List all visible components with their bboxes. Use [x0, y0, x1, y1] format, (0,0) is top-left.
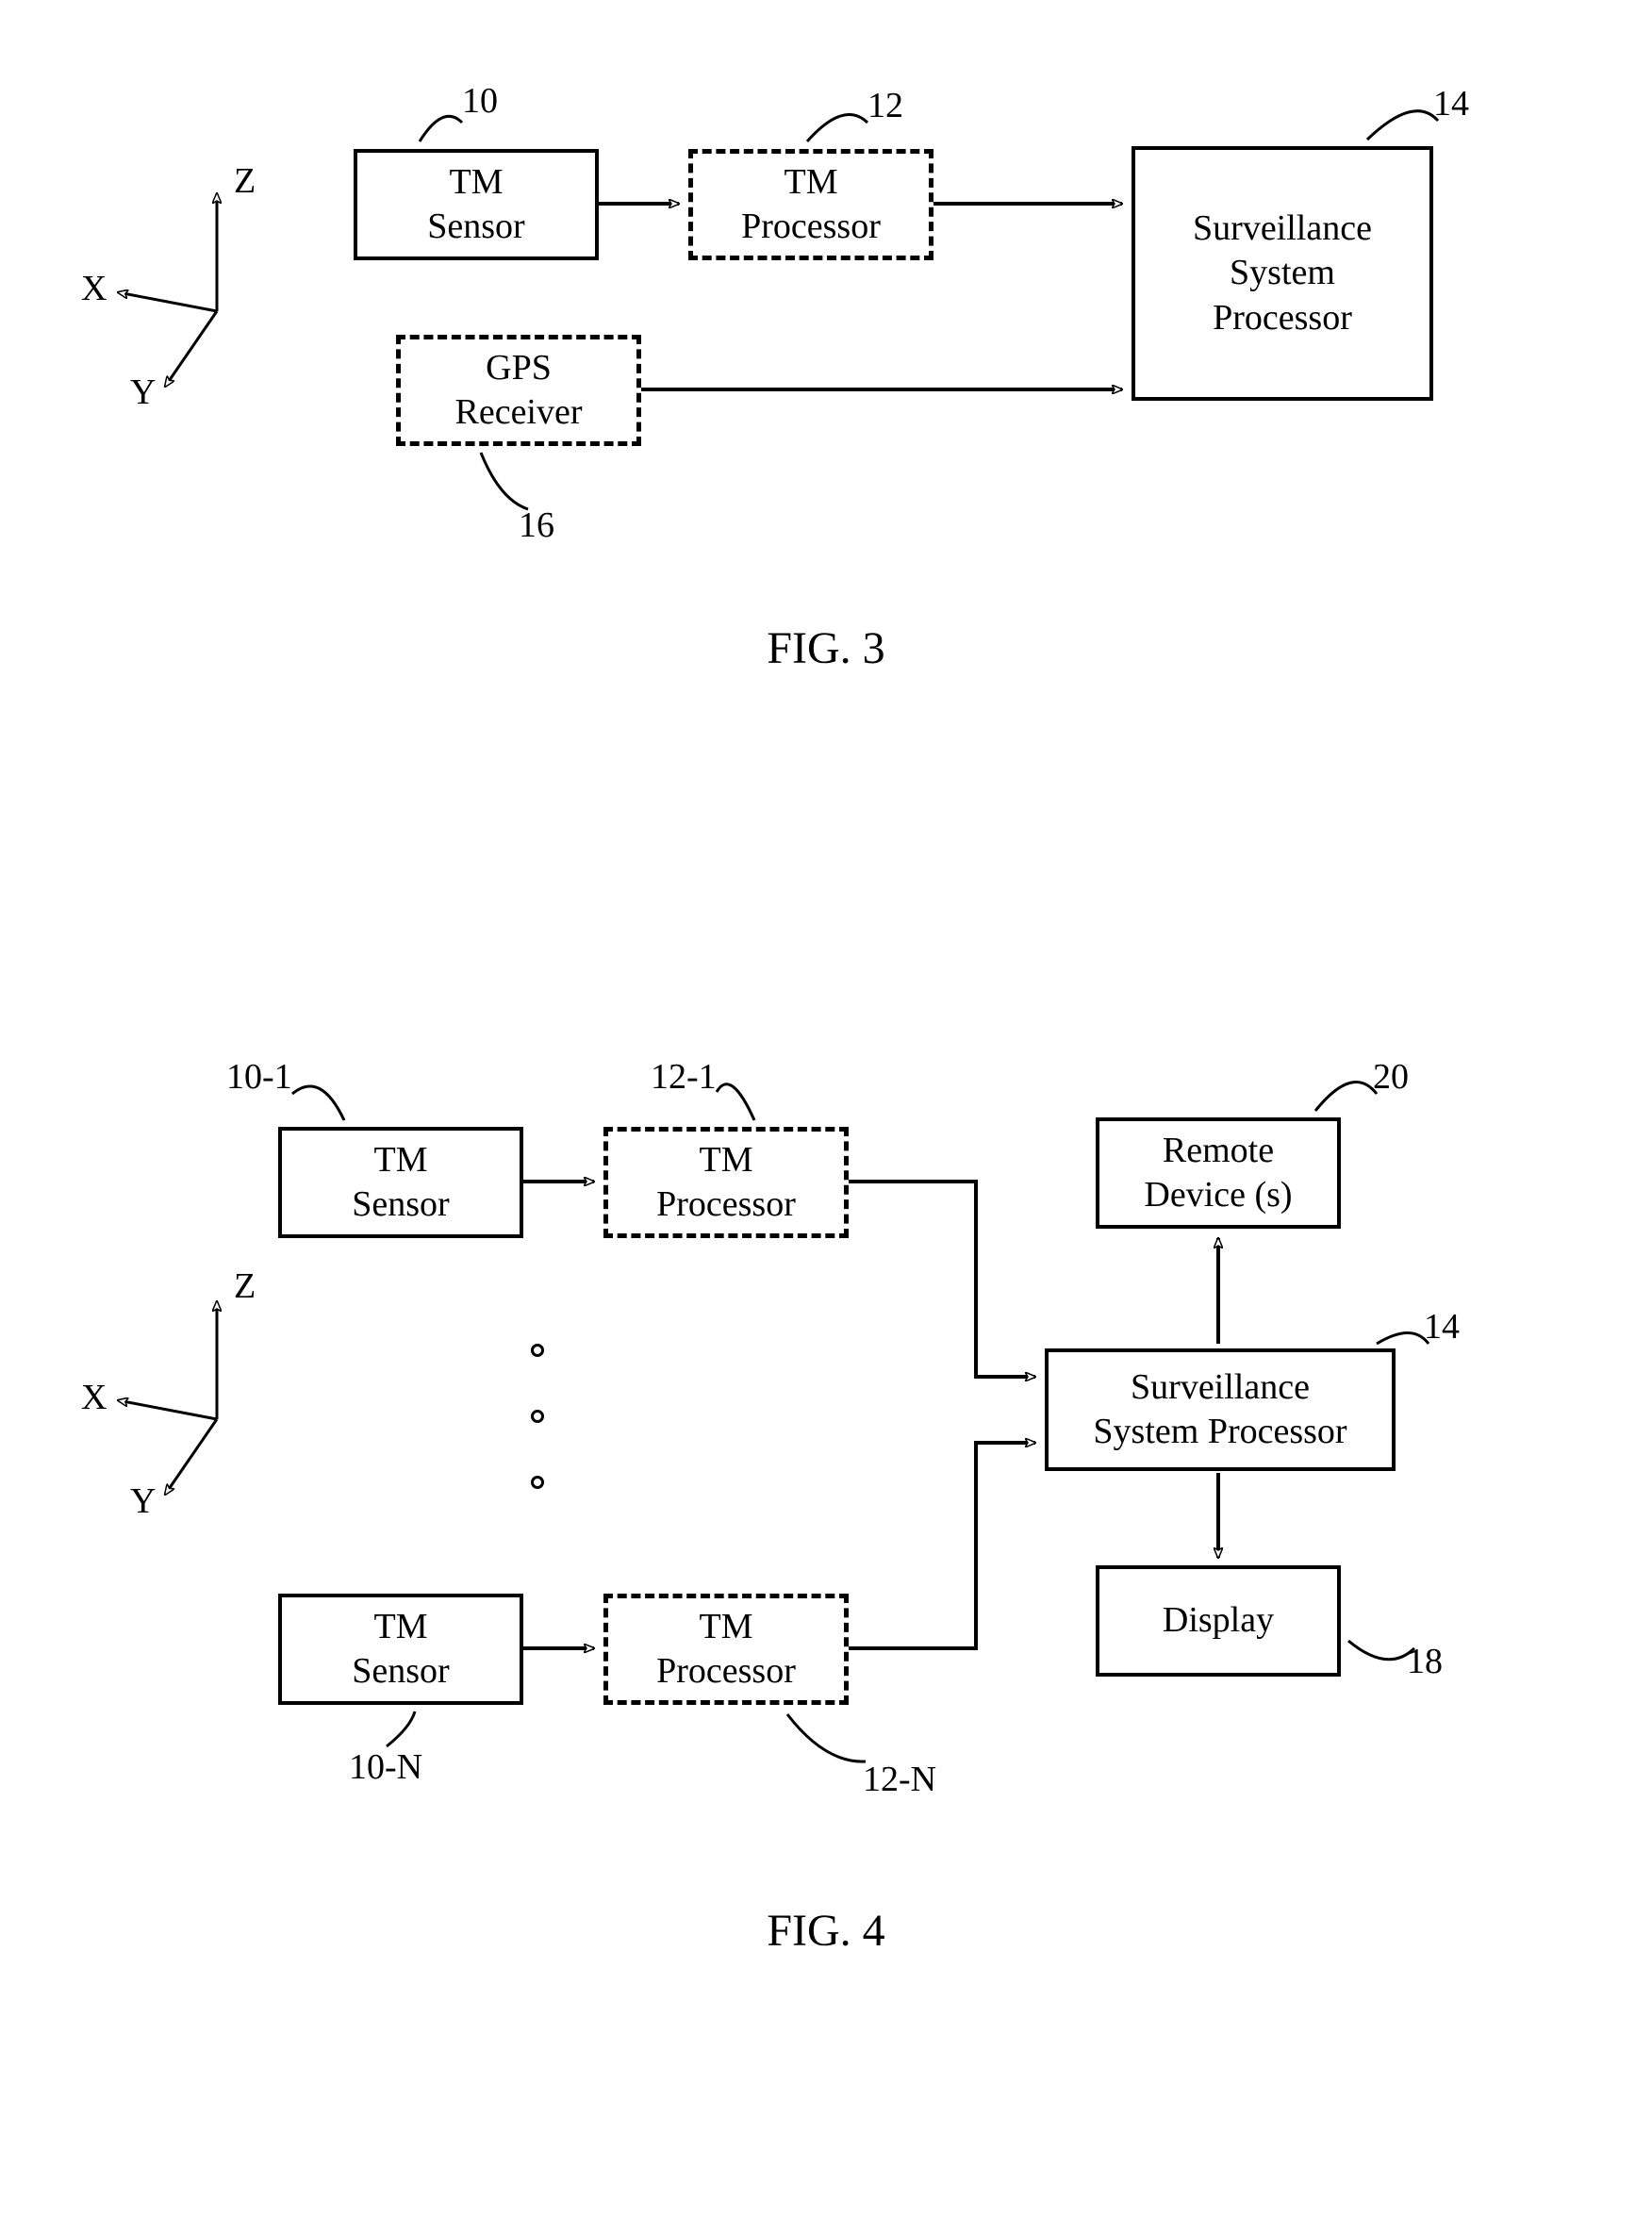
- fig3-axis-x-label: X: [81, 268, 107, 309]
- fig4-ssp-box: Surveillance System Processor: [1045, 1348, 1396, 1471]
- fig4-label-12-1: 12-1: [651, 1056, 717, 1098]
- fig4-axis-x-label: X: [81, 1377, 107, 1418]
- fig4-tm-sensor-1-text: TM Sensor: [352, 1138, 449, 1228]
- fig4-axis-z-label: Z: [234, 1265, 256, 1307]
- fig3-label-12: 12: [867, 85, 903, 126]
- fig4-ellipsis-dot: [531, 1344, 544, 1357]
- fig4-label-10-n: 10-N: [349, 1746, 422, 1788]
- fig4-display-box: Display: [1096, 1565, 1341, 1677]
- fig4-display-text: Display: [1163, 1598, 1274, 1644]
- fig4-ellipsis-dot: [531, 1476, 544, 1489]
- fig3-caption: FIG. 3: [0, 622, 1652, 674]
- fig3-axis-z-label: Z: [234, 160, 256, 202]
- fig4-elbow-proc1-ssp: [849, 1182, 1035, 1377]
- fig3-label-10: 10: [462, 80, 498, 122]
- fig4-axis-y-label: Y: [130, 1480, 156, 1522]
- fig4-label-12-n: 12-N: [863, 1759, 936, 1800]
- fig4-leader-18: [1348, 1641, 1414, 1660]
- fig4-tm-sensor-n-text: TM Sensor: [352, 1605, 449, 1695]
- fig4-tm-proc-n-text: TM Processor: [656, 1605, 796, 1695]
- fig4-elbow-procn-ssp: [849, 1443, 1035, 1648]
- fig4-leader-20: [1315, 1083, 1377, 1111]
- fig4-tm-sensor-n-box: TM Sensor: [278, 1594, 523, 1705]
- fig3-label-16: 16: [519, 504, 554, 546]
- fig4-label-10-1: 10-1: [226, 1056, 292, 1098]
- fig4-leader-10-1: [292, 1086, 344, 1120]
- fig3-ssp-text: Surveillance System Processor: [1193, 207, 1372, 341]
- fig4-label-18: 18: [1407, 1641, 1443, 1682]
- fig3-gps-box: GPS Receiver: [396, 335, 641, 446]
- fig3-tm-sensor-box: TM Sensor: [354, 149, 599, 260]
- fig4-ssp-text: Surveillance System Processor: [1093, 1365, 1346, 1455]
- fig3-tm-processor-box: TM Processor: [688, 149, 933, 260]
- fig3-leader-16: [481, 453, 528, 509]
- fig4-leader-12-1: [717, 1084, 754, 1120]
- fig4-label-20: 20: [1373, 1056, 1409, 1098]
- fig3-tm-sensor-text: TM Sensor: [427, 160, 524, 250]
- fig3-leader-12: [807, 115, 867, 141]
- fig4-leader-12-n: [787, 1714, 866, 1761]
- fig3-ssp-box: Surveillance System Processor: [1132, 146, 1433, 401]
- fig3-axis-y-label: Y: [130, 372, 156, 413]
- fig3-gps-text: GPS Receiver: [454, 346, 582, 436]
- fig4-ellipsis-dot: [531, 1410, 544, 1423]
- fig4-tm-proc-1-text: TM Processor: [656, 1138, 796, 1228]
- fig4-leader-10-n: [387, 1711, 415, 1746]
- fig4-remote-text: Remote Device (s): [1144, 1129, 1292, 1218]
- fig3-tm-processor-text: TM Processor: [741, 160, 881, 250]
- fig4-label-14: 14: [1424, 1306, 1460, 1347]
- fig4-tm-proc-1-box: TM Processor: [603, 1127, 849, 1238]
- fig3-label-14: 14: [1433, 83, 1469, 124]
- fig4-tm-sensor-1-box: TM Sensor: [278, 1127, 523, 1238]
- fig3-axes: [118, 193, 217, 387]
- fig4-leader-14: [1377, 1333, 1429, 1345]
- fig4-remote-box: Remote Device (s): [1096, 1117, 1341, 1229]
- fig4-tm-proc-n-box: TM Processor: [603, 1594, 849, 1705]
- fig3-leader-10: [420, 116, 462, 141]
- fig4-caption: FIG. 4: [0, 1905, 1652, 1957]
- fig4-axes: [118, 1301, 217, 1495]
- fig3-leader-14: [1367, 111, 1438, 140]
